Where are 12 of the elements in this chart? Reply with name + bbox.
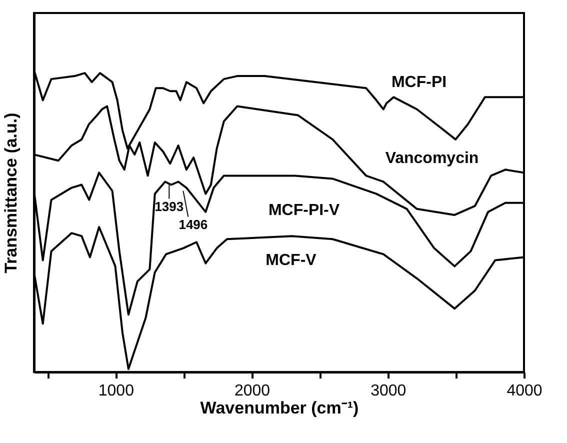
- annotation: 1393: [154, 198, 184, 214]
- x-tick-label: 3000: [370, 382, 406, 400]
- x-tick-label: 2000: [234, 382, 270, 400]
- annotation: 1496: [178, 216, 208, 232]
- x-axis-title: Wavenumber (cm⁻¹): [200, 398, 359, 418]
- series-label: MCF-PI-V: [268, 202, 340, 219]
- series-label: MCF-V: [266, 252, 317, 269]
- y-axis-title: Transmittance (a.u.): [2, 112, 20, 274]
- series-label: MCF-PI: [391, 74, 447, 91]
- series-label: Vancomycin: [385, 150, 479, 167]
- x-tick-label: 1000: [98, 382, 134, 400]
- x-tick-label: 4000: [506, 382, 542, 400]
